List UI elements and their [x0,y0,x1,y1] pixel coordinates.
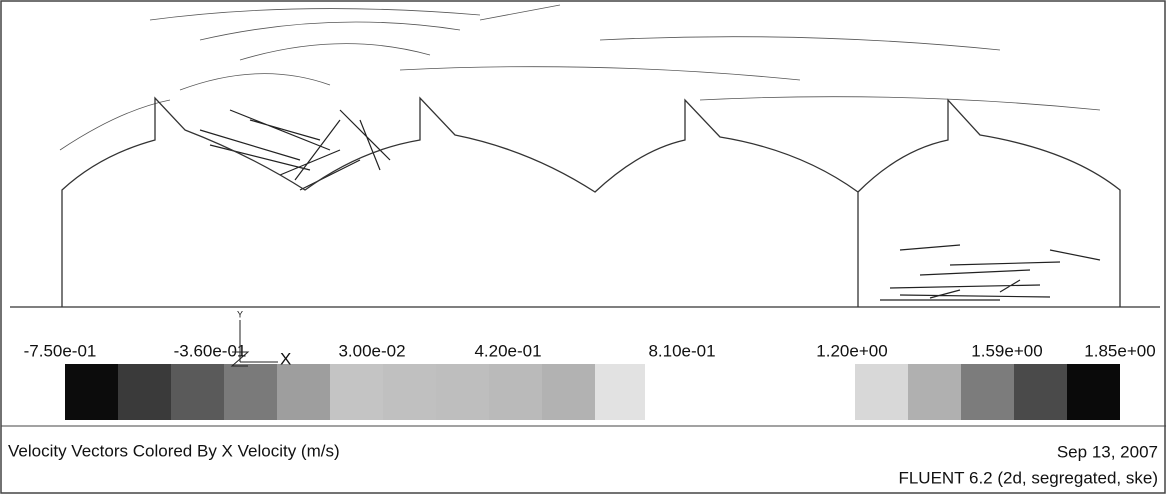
z-glyph [230,351,250,367]
swatch [542,364,595,420]
swatch [277,364,330,420]
footer-title: Velocity Vectors Colored By X Velocity (… [8,441,340,460]
colorbar-label: 1.20e+00 [816,341,887,360]
colorbar-label: 4.20e-01 [474,341,541,360]
axis-triad [230,320,278,367]
vortex-vectors [199,109,391,191]
colorbar-label: 1.59e+00 [971,341,1042,360]
swatch [383,364,436,420]
swatch [65,364,118,420]
colorbar-label: 1.85e+00 [1084,341,1155,360]
swatch [1067,364,1120,420]
footer-software: FLUENT 6.2 (2d, segregated, ske) [898,468,1158,487]
swatch [224,364,277,420]
swatch [855,364,908,420]
colorbar-label: 3.00e-02 [338,341,405,360]
geometry-outline [10,96,1160,308]
footer-date: Sep 13, 2007 [1057,442,1158,461]
colorbar-label: 8.10e-01 [648,341,715,360]
axis-x-label: X [280,349,291,368]
streak-lines [59,4,1101,151]
colorbar-label: -3.60e-01 [174,341,247,360]
swatch [961,364,1014,420]
swatch [171,364,224,420]
swatch [436,364,489,420]
swatch [595,364,645,420]
swatch [1014,364,1067,420]
colorbar-labels: -7.50e-01 -3.60e-01 3.00e-02 4.20e-01 8.10e-… [24,341,1156,360]
colorbar-label: -7.50e-01 [24,341,97,360]
swatch [330,364,383,420]
swatch [489,364,542,420]
swatch [118,364,171,420]
swatch [908,364,961,420]
flow-field [59,4,1101,301]
axis-y-label: Y [237,309,243,319]
colorbar [65,364,1120,420]
lower-vectors [880,244,1101,301]
